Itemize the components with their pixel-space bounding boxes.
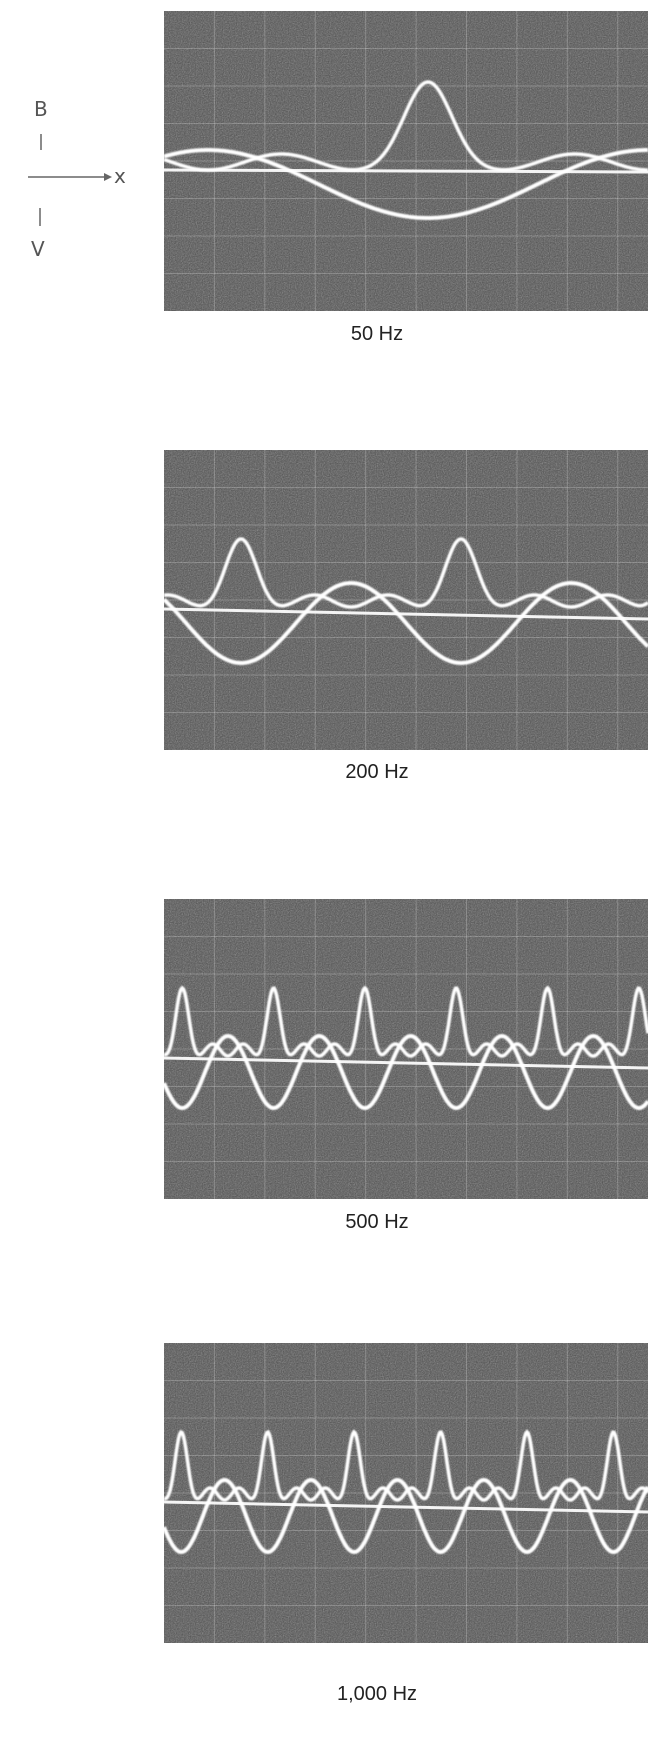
caption: 1,000 Hz bbox=[337, 1683, 417, 1705]
b-label: B bbox=[34, 97, 48, 121]
scope-panel bbox=[164, 1343, 648, 1643]
caption: 500 Hz bbox=[345, 1211, 408, 1233]
x-arrowhead bbox=[104, 173, 112, 181]
caption: 200 Hz bbox=[345, 761, 408, 783]
figure: B x V 50 Hz 200 Hz 500 Hz 1,000 Hz bbox=[0, 0, 648, 1739]
scope-panel bbox=[164, 899, 648, 1199]
scope-panel bbox=[164, 11, 648, 311]
reference-trace bbox=[164, 170, 648, 172]
x-label: x bbox=[114, 164, 126, 188]
caption: 50 Hz bbox=[351, 323, 403, 345]
v-label: V bbox=[31, 237, 45, 261]
scope-panel bbox=[164, 450, 648, 750]
axes-legend: B x V bbox=[28, 97, 126, 261]
